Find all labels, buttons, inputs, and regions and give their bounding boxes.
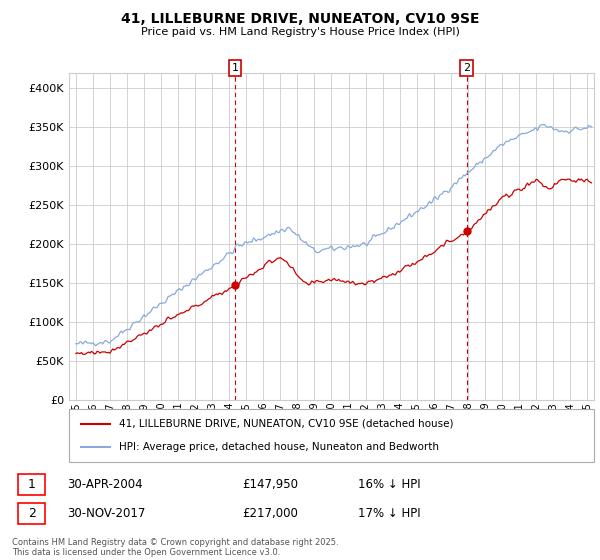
Bar xyxy=(18,474,46,496)
Text: £147,950: £147,950 xyxy=(242,478,298,491)
Text: Contains HM Land Registry data © Crown copyright and database right 2025.
This d: Contains HM Land Registry data © Crown c… xyxy=(12,538,338,557)
Text: 2: 2 xyxy=(463,63,470,73)
Text: 41, LILLEBURNE DRIVE, NUNEATON, CV10 9SE: 41, LILLEBURNE DRIVE, NUNEATON, CV10 9SE xyxy=(121,12,479,26)
Bar xyxy=(18,502,46,524)
Point xyxy=(230,281,239,290)
Text: 1: 1 xyxy=(28,478,35,491)
Text: Price paid vs. HM Land Registry's House Price Index (HPI): Price paid vs. HM Land Registry's House … xyxy=(140,27,460,37)
Text: HPI: Average price, detached house, Nuneaton and Bedworth: HPI: Average price, detached house, Nune… xyxy=(119,442,439,452)
Text: 17% ↓ HPI: 17% ↓ HPI xyxy=(358,507,420,520)
Text: 16% ↓ HPI: 16% ↓ HPI xyxy=(358,478,420,491)
Text: 30-NOV-2017: 30-NOV-2017 xyxy=(67,507,145,520)
Text: £217,000: £217,000 xyxy=(242,507,298,520)
Text: 41, LILLEBURNE DRIVE, NUNEATON, CV10 9SE (detached house): 41, LILLEBURNE DRIVE, NUNEATON, CV10 9SE… xyxy=(119,419,454,429)
Text: 2: 2 xyxy=(28,507,35,520)
Text: 30-APR-2004: 30-APR-2004 xyxy=(67,478,142,491)
Point xyxy=(462,227,472,236)
Text: 1: 1 xyxy=(232,63,238,73)
